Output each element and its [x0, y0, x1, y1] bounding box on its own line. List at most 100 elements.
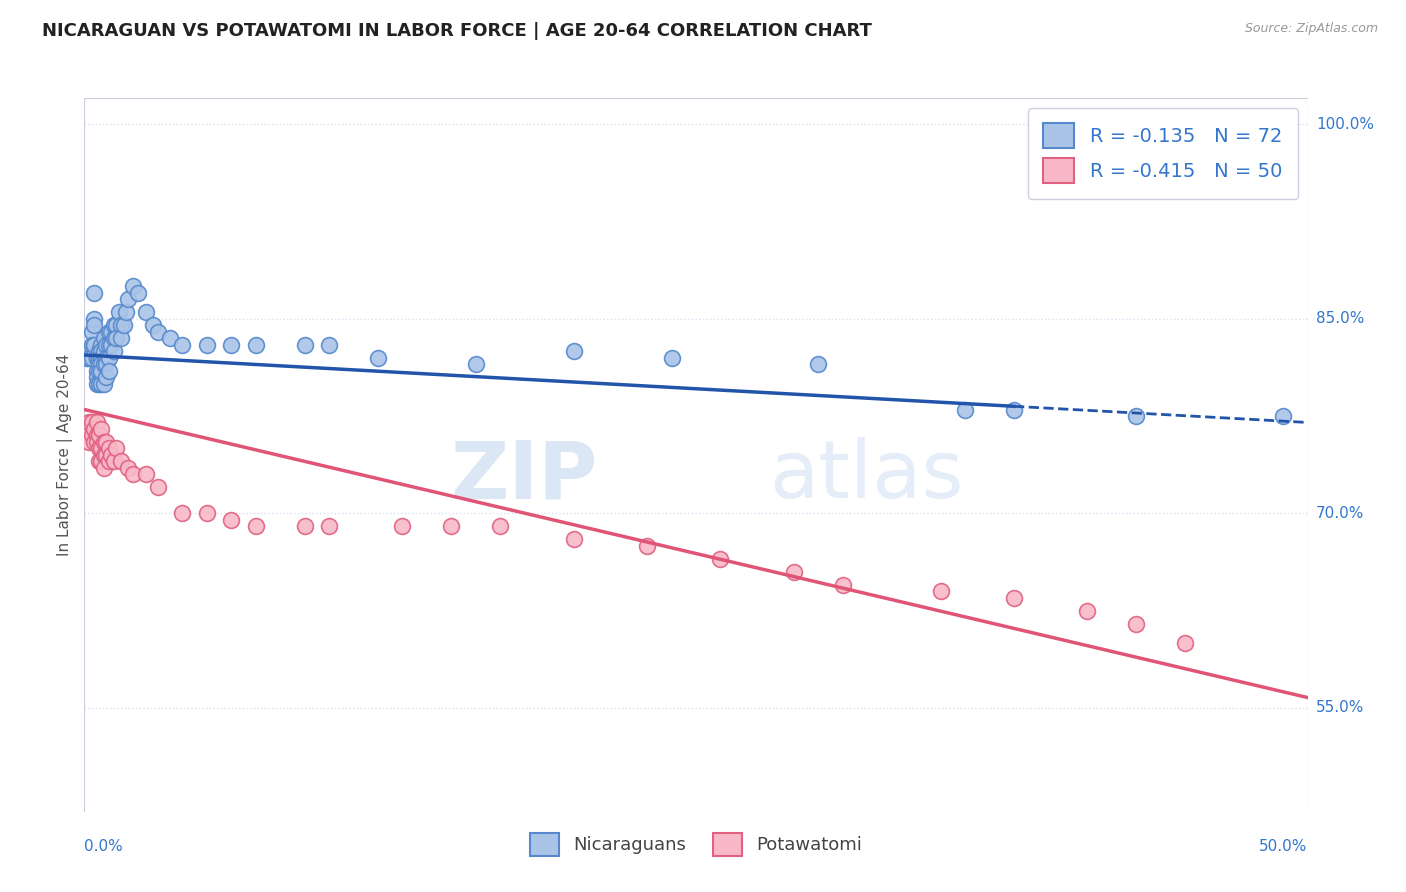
Point — [77, 351, 100, 365]
Point — [783, 565, 806, 579]
Point — [318, 337, 340, 351]
Point — [83, 434, 105, 449]
Point — [97, 337, 120, 351]
Point — [1125, 616, 1147, 631]
Point — [90, 422, 112, 436]
Point — [80, 337, 103, 351]
Text: 100.0%: 100.0% — [1316, 117, 1374, 131]
Point — [172, 506, 194, 520]
Point — [90, 337, 112, 351]
Point — [127, 285, 149, 300]
Point — [1272, 409, 1295, 423]
Point — [80, 428, 103, 442]
Point — [90, 351, 112, 365]
Point — [391, 519, 413, 533]
Point — [100, 337, 122, 351]
Point — [90, 376, 112, 391]
Point — [100, 448, 122, 462]
Point — [96, 448, 118, 462]
Text: 85.0%: 85.0% — [1316, 311, 1364, 326]
Point — [100, 325, 122, 339]
Point — [245, 337, 267, 351]
Point — [90, 454, 112, 468]
Point — [87, 428, 110, 442]
Point — [661, 351, 683, 365]
Point — [87, 363, 110, 377]
Point — [96, 370, 118, 384]
Point — [367, 351, 389, 365]
Point — [97, 363, 120, 377]
Text: Source: ZipAtlas.com: Source: ZipAtlas.com — [1244, 22, 1378, 36]
Point — [159, 331, 181, 345]
Text: 70.0%: 70.0% — [1316, 506, 1364, 521]
Point — [86, 434, 108, 449]
Point — [77, 344, 100, 359]
Point — [103, 318, 125, 333]
Point — [93, 434, 115, 449]
Point — [112, 318, 135, 333]
Point — [1174, 636, 1197, 650]
Point — [195, 337, 218, 351]
Point — [93, 331, 115, 345]
Point — [1125, 409, 1147, 423]
Point — [86, 376, 108, 391]
Point — [103, 331, 125, 345]
Point — [86, 351, 108, 365]
Point — [929, 584, 952, 599]
Point — [245, 519, 267, 533]
Text: 0.0%: 0.0% — [84, 839, 124, 855]
Point — [195, 506, 218, 520]
Point — [953, 402, 976, 417]
Point — [110, 454, 132, 468]
Point — [1002, 591, 1025, 605]
Point — [135, 305, 157, 319]
Point — [294, 519, 316, 533]
Y-axis label: In Labor Force | Age 20-64: In Labor Force | Age 20-64 — [58, 354, 73, 556]
Point — [86, 351, 108, 365]
Point — [122, 279, 145, 293]
Text: NICARAGUAN VS POTAWATOMI IN LABOR FORCE | AGE 20-64 CORRELATION CHART: NICARAGUAN VS POTAWATOMI IN LABOR FORCE … — [42, 22, 872, 40]
Point — [83, 285, 105, 300]
Point — [636, 539, 658, 553]
Point — [97, 351, 120, 365]
Point — [76, 428, 98, 442]
Point — [105, 318, 128, 333]
Point — [294, 337, 316, 351]
Point — [96, 337, 118, 351]
Point — [110, 318, 132, 333]
Point — [318, 519, 340, 533]
Point — [96, 434, 118, 449]
Point — [105, 331, 128, 345]
Point — [709, 551, 731, 566]
Point — [87, 376, 110, 391]
Point — [135, 467, 157, 482]
Point — [172, 337, 194, 351]
Point — [83, 337, 105, 351]
Point — [562, 533, 585, 547]
Point — [562, 344, 585, 359]
Point — [464, 357, 486, 371]
Point — [93, 344, 115, 359]
Point — [107, 305, 129, 319]
Point — [122, 467, 145, 482]
Point — [93, 461, 115, 475]
Point — [105, 442, 128, 456]
Point — [103, 344, 125, 359]
Point — [146, 325, 169, 339]
Point — [86, 428, 108, 442]
Point — [110, 331, 132, 345]
Point — [83, 318, 105, 333]
Text: atlas: atlas — [769, 437, 963, 516]
Point — [87, 442, 110, 456]
Point — [807, 357, 830, 371]
Point — [90, 357, 112, 371]
Point — [219, 337, 242, 351]
Point — [87, 351, 110, 365]
Point — [77, 434, 100, 449]
Point — [83, 311, 105, 326]
Point — [96, 351, 118, 365]
Point — [86, 370, 108, 384]
Point — [87, 454, 110, 468]
Point — [76, 351, 98, 365]
Point — [97, 454, 120, 468]
